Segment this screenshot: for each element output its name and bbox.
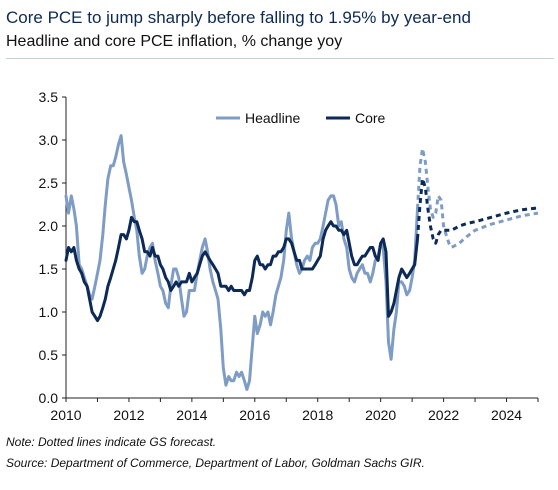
x-tick-label: 2016 (239, 407, 270, 423)
y-tick-label: 2.0 (39, 218, 59, 234)
title-divider (6, 58, 554, 59)
x-tick-label: 2010 (50, 407, 81, 423)
chart-subtitle: Headline and core PCE inflation, % chang… (6, 33, 343, 50)
x-tick-label: 2018 (302, 407, 333, 423)
y-tick-label: 3.0 (39, 132, 59, 148)
footnote: Note: Dotted lines indicate GS forecast. (6, 435, 217, 449)
source-note: Source: Department of Commerce, Departme… (6, 456, 425, 470)
y-tick-label: 0.0 (39, 390, 59, 406)
x-tick-label: 2020 (365, 407, 396, 423)
y-tick-label: 2.5 (39, 175, 59, 191)
x-tick-label: 2024 (491, 407, 522, 423)
y-tick-label: 1.0 (39, 304, 59, 320)
core-line (64, 215, 419, 323)
headline-line (64, 134, 419, 391)
x-tick-label: 2014 (176, 407, 207, 423)
chart-title: Core PCE to jump sharply before falling … (6, 8, 471, 27)
x-tick-label: 2012 (113, 407, 144, 423)
y-tick-label: 3.5 (39, 89, 59, 105)
headline-forecast-line (416, 147, 539, 249)
legend-label-core: Core (355, 110, 386, 126)
y-tick-label: 0.5 (39, 347, 59, 363)
y-tick-label: 1.5 (39, 261, 59, 277)
x-tick-label: 2022 (428, 407, 459, 423)
legend-label-headline: Headline (245, 110, 300, 126)
core-forecast-line (416, 177, 539, 245)
